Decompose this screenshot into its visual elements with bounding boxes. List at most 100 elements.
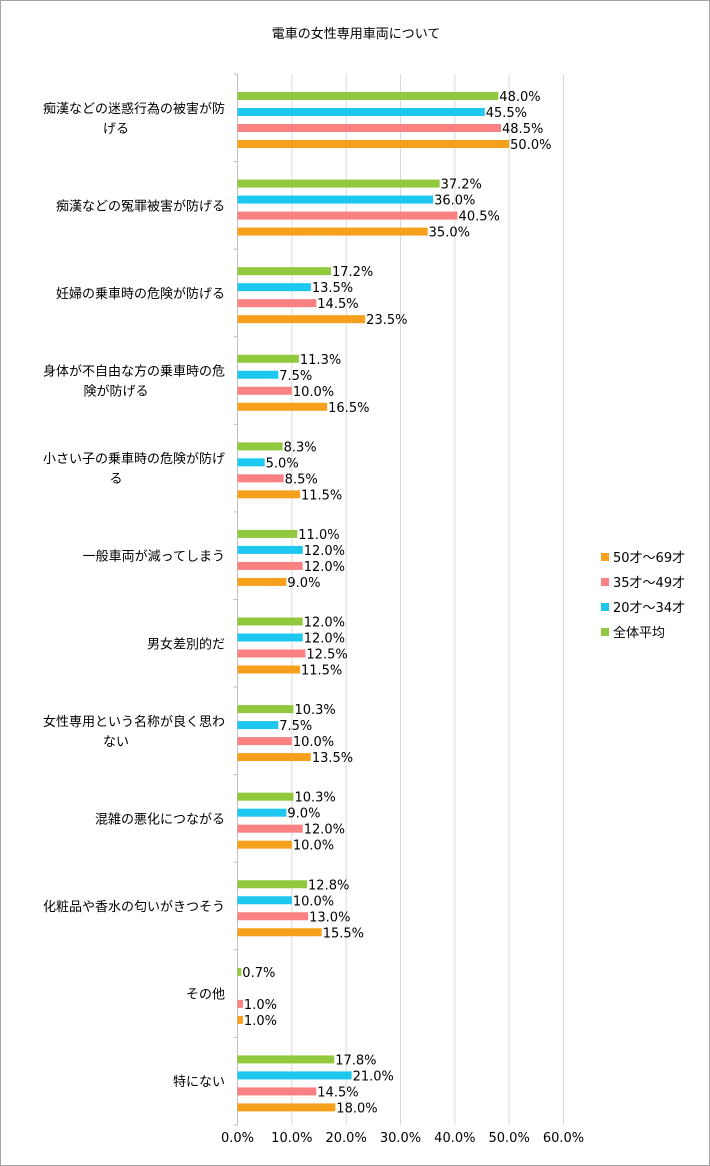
data-label: 21.0% [353, 1069, 394, 1084]
bar [237, 808, 287, 817]
category-label: その他 [186, 988, 225, 1003]
bar [237, 912, 309, 921]
x-tick-label: 10.0% [271, 1131, 312, 1146]
data-label: 18.0% [336, 1101, 377, 1116]
data-label: 11.5% [301, 488, 342, 503]
bar [237, 354, 299, 363]
x-tick-label: 20.0% [326, 1131, 367, 1146]
data-label: 8.3% [284, 440, 317, 455]
bar [237, 967, 242, 976]
legend-swatch [601, 553, 609, 561]
bar [237, 227, 428, 236]
data-label: 45.5% [486, 106, 527, 121]
data-label: 12.0% [304, 823, 345, 838]
bar [237, 737, 292, 746]
data-label: 1.0% [244, 998, 277, 1013]
data-label: 13.5% [312, 751, 353, 766]
category-label: 妊婦の乗車時の危険が防げる [56, 286, 225, 302]
bar [237, 1087, 317, 1096]
data-label: 0.7% [242, 966, 275, 981]
category-label: 女性専用という名称が良く思わ [43, 714, 225, 730]
bar [237, 474, 284, 483]
data-label: 17.2% [332, 265, 373, 280]
bar [237, 633, 303, 642]
category-label: 特にない [173, 1075, 225, 1090]
data-label: 12.5% [306, 648, 347, 663]
data-labels: 48.0%45.5%48.5%50.0% 37.2%36.0%40.5%35.0%… [242, 90, 551, 1116]
data-label: 11.0% [298, 528, 339, 543]
data-label: 8.5% [285, 472, 318, 487]
legend-label: 35才～49才 [613, 576, 685, 591]
x-tick-label: 60.0% [543, 1131, 584, 1146]
x-axis-ticks: 0.0% 10.0% 20.0% 30.0% 40.0% 50.0% 60.0% [221, 1131, 584, 1146]
legend-swatch [601, 603, 609, 611]
data-label: 36.0% [434, 194, 475, 209]
x-tick-label: 0.0% [221, 1131, 254, 1146]
data-label: 10.3% [294, 791, 335, 806]
bar [237, 880, 308, 889]
data-label: 40.5% [459, 210, 500, 225]
data-label: 12.0% [304, 632, 345, 647]
data-label: 10.0% [293, 735, 334, 750]
bar [237, 315, 366, 324]
bar [237, 721, 279, 730]
bar [237, 108, 485, 116]
data-label: 11.3% [300, 353, 341, 368]
legend-swatch [601, 578, 609, 586]
bars [237, 92, 510, 1112]
data-label: 16.5% [328, 401, 369, 416]
bar [237, 617, 303, 626]
chart-title: 電車の女性専用車両について [272, 26, 441, 42]
bar [237, 577, 287, 586]
gridlines [233, 73, 564, 1126]
data-label: 14.5% [317, 1085, 358, 1100]
data-label: 23.5% [366, 313, 407, 328]
legend-label: 50才～69才 [613, 551, 685, 566]
data-label: 10.0% [293, 894, 334, 909]
category-labels: 痴漢などの迷惑行為の被害が防げる痴漢などの冤罪被害が防げる妊婦の乗車時の危険が防… [43, 101, 225, 1090]
bar [237, 442, 283, 451]
data-label: 12.0% [304, 544, 345, 559]
bar [237, 665, 300, 674]
bar [237, 792, 294, 801]
data-label: 5.0% [266, 456, 299, 471]
category-label: 険が防げる [83, 384, 148, 400]
bar [237, 299, 317, 308]
bar [237, 402, 328, 411]
bar [237, 179, 440, 188]
bar [237, 92, 499, 100]
x-tick-label: 40.0% [434, 1131, 475, 1146]
data-label: 13.5% [312, 281, 353, 296]
legend-swatch [601, 628, 609, 636]
bar [237, 753, 311, 762]
data-label: 11.5% [301, 664, 342, 679]
bar [237, 211, 458, 220]
bar [237, 649, 306, 658]
bar [237, 1103, 336, 1112]
data-label: 48.0% [499, 90, 540, 105]
bar [237, 283, 311, 292]
legend-label: 全体平均 [613, 625, 665, 641]
bar [237, 458, 265, 467]
category-label: 痴漢などの冤罪被害が防げる [56, 198, 225, 214]
bar [237, 1071, 352, 1080]
data-label: 15.5% [323, 926, 364, 941]
bar [237, 195, 434, 204]
bar [237, 561, 303, 570]
category-label: 痴漢などの迷惑行為の被害が防 [43, 101, 225, 117]
bar [237, 140, 510, 148]
data-label: 12.8% [308, 878, 349, 893]
category-label: 小さい子の乗車時の危険が防げ [43, 451, 225, 467]
data-label: 13.0% [309, 910, 350, 925]
data-label: 10.0% [293, 839, 334, 854]
category-label: 混雑の悪化につながる [95, 811, 225, 827]
bar [237, 928, 322, 937]
bar [237, 824, 303, 833]
data-label: 1.0% [244, 1014, 277, 1029]
data-label: 12.0% [304, 616, 345, 631]
bar [237, 840, 292, 849]
data-label: 10.3% [294, 703, 335, 718]
bar [237, 267, 331, 276]
